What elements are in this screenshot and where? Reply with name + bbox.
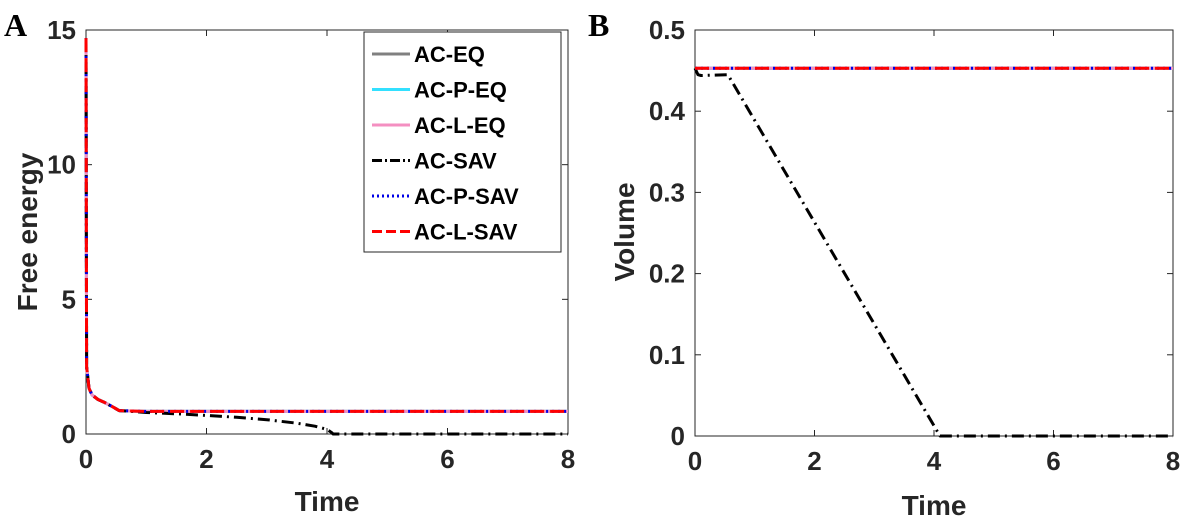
y-axis-label-b: Volume <box>609 182 640 281</box>
y-axis-label-a: Free energy <box>12 152 43 311</box>
y-tick-label-b: 0.1 <box>649 340 685 370</box>
x-axis-label-a: Time <box>295 486 360 517</box>
x-tick-label-b: 4 <box>927 446 942 476</box>
legend: AC-EQ AC-P-EQ AC-L-EQ AC-SAV AC-P-SAV AC-L-SA… <box>363 31 562 253</box>
legend-label-ac-eq: AC-EQ <box>414 42 485 67</box>
ticks-a: 0 2 4 6 8 0 5 10 15 <box>47 15 575 474</box>
series-lines-a <box>84 38 568 436</box>
x-tick-label-a: 8 <box>561 444 575 474</box>
legend-label-ac-p-sav: AC-P-SAV <box>414 184 519 209</box>
x-tick-label-b: 2 <box>807 446 821 476</box>
legend-label-ac-sav: AC-SAV <box>414 149 497 174</box>
y-tick-label-b: 0.3 <box>649 177 685 207</box>
x-tick-label-b: 8 <box>1166 446 1180 476</box>
y-tick-label-b: 0.4 <box>649 96 686 126</box>
y-tick-label-a: 0 <box>62 419 76 449</box>
plot-area-b <box>694 29 1174 437</box>
series-line-ac-l-sav-a <box>84 38 568 413</box>
y-tick-label-a: 10 <box>47 150 76 180</box>
x-tick-label-a: 2 <box>199 444 213 474</box>
legend-label-ac-l-eq: AC-L-EQ <box>414 113 506 138</box>
x-tick-label-a: 6 <box>440 444 454 474</box>
panel-letter-a: A <box>4 7 27 43</box>
legend-box <box>363 31 562 253</box>
y-tick-label-b: 0 <box>671 421 685 451</box>
y-tick-label-b: 0.2 <box>649 259 685 289</box>
x-tick-label-a: 4 <box>320 444 335 474</box>
x-tick-label-b: 0 <box>688 446 702 476</box>
legend-label-ac-l-sav: AC-L-SAV <box>414 220 518 245</box>
legend-label-ac-p-eq: AC-P-EQ <box>414 78 507 103</box>
x-tick-label-b: 6 <box>1046 446 1060 476</box>
x-axis-label-b: Time <box>902 490 967 521</box>
panel-letter-b: B <box>588 7 609 43</box>
y-tick-label-a: 15 <box>47 15 76 45</box>
series-lines-b <box>693 66 1173 438</box>
y-tick-label-b: 0.5 <box>649 15 685 45</box>
x-tick-label-a: 0 <box>79 444 93 474</box>
panel-b: B 0 2 4 6 8 0 0.1 0.2 0.3 0.4 0.5 Time Volume <box>588 7 1180 521</box>
y-tick-label-a: 5 <box>62 284 76 314</box>
series-line-ac-sav-b <box>693 67 1173 438</box>
panel-a: A 0 2 4 6 8 0 5 10 15 Time Free energy AC-EQ AC-P… <box>4 7 575 517</box>
ticks-b: 0 2 4 6 8 0 0.1 0.2 0.3 0.4 0.5 <box>649 15 1180 476</box>
